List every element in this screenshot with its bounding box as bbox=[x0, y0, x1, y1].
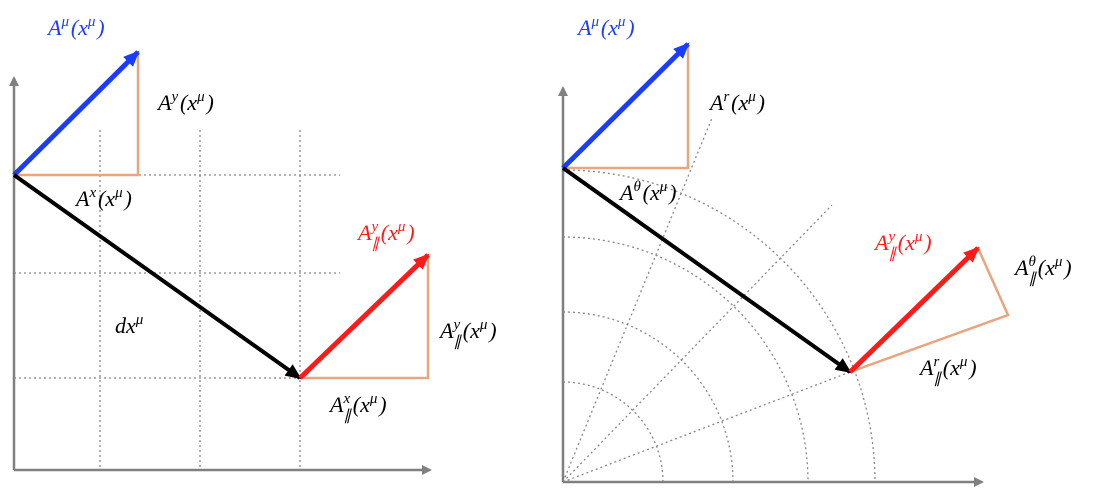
label-base: A bbox=[46, 15, 62, 40]
label-base: A bbox=[74, 186, 90, 211]
label-sup: μ bbox=[959, 354, 968, 370]
label-sup: μ bbox=[87, 14, 96, 30]
label-sup: y bbox=[169, 89, 178, 105]
label-base: (x bbox=[643, 180, 660, 205]
label-sup: μ bbox=[479, 317, 488, 333]
label-base: (x bbox=[98, 186, 115, 211]
label-sub: ∥ bbox=[1028, 271, 1037, 287]
label-sup: y bbox=[369, 219, 378, 235]
left-panel bbox=[9, 50, 432, 475]
label-base: ) bbox=[922, 230, 931, 255]
label-base: A bbox=[1013, 255, 1029, 280]
label-base: (x bbox=[601, 15, 618, 40]
label-sup: μ bbox=[114, 185, 123, 201]
label: dxμ bbox=[115, 312, 145, 338]
label-sup: θ bbox=[633, 179, 641, 195]
label-sup: r bbox=[933, 354, 939, 370]
label-base: A bbox=[576, 15, 592, 40]
label: Aθ (xμ ) bbox=[618, 179, 676, 205]
label-base: (x bbox=[180, 90, 197, 115]
label-base: A bbox=[618, 180, 634, 205]
label-base: (x bbox=[71, 15, 88, 40]
label-sup: μ bbox=[369, 391, 378, 407]
label: Ay ∥ (xμ ) bbox=[873, 229, 932, 262]
label: Ax (xμ ) bbox=[74, 185, 132, 211]
label-base: ) bbox=[625, 15, 634, 40]
label-sup: μ bbox=[135, 312, 144, 328]
label-sup: x bbox=[88, 185, 96, 201]
label-sub: ∥ bbox=[371, 236, 380, 252]
label-base: A bbox=[328, 392, 344, 417]
label: Aμ (xμ ) bbox=[46, 14, 105, 40]
label-sup: μ bbox=[397, 219, 406, 235]
label-base: ) bbox=[967, 355, 976, 380]
label-base: ) bbox=[377, 392, 386, 417]
label-base: ) bbox=[405, 220, 414, 245]
label-sup: θ bbox=[1028, 254, 1036, 270]
label-sup: μ bbox=[1054, 254, 1063, 270]
label-base: (x bbox=[463, 318, 480, 343]
label-base: A bbox=[438, 318, 454, 343]
label-base: A bbox=[708, 90, 724, 115]
right-panel bbox=[558, 42, 1010, 487]
label-sup: y bbox=[451, 317, 460, 333]
label-sub: ∥ bbox=[453, 334, 462, 350]
label-sup: y bbox=[886, 229, 895, 245]
label-sup: μ bbox=[60, 14, 69, 30]
label-sup: μ bbox=[659, 179, 668, 195]
label-sub: ∥ bbox=[343, 408, 352, 424]
label-sup: μ bbox=[590, 14, 599, 30]
label-sub: ∥ bbox=[933, 371, 942, 387]
label: Ay ∥ (xμ ) bbox=[356, 219, 415, 252]
label-sup: r bbox=[723, 89, 729, 105]
label-sup: μ bbox=[617, 14, 626, 30]
label-base: ) bbox=[487, 318, 496, 343]
labels: Aμ (xμ ) Ay (xμ ) Ax (xμ ) dxμ Ay ∥ (xμ )… bbox=[46, 14, 1072, 424]
label: Ar ∥ (xμ ) bbox=[918, 354, 977, 387]
label: Ay (xμ ) bbox=[156, 89, 214, 115]
label-base: ) bbox=[122, 186, 131, 211]
spacer bbox=[143, 313, 145, 338]
label-sup: x bbox=[342, 391, 350, 407]
label-sup: μ bbox=[196, 89, 205, 105]
label-base: (x bbox=[1038, 255, 1055, 280]
label-base: dx bbox=[115, 313, 136, 338]
label: Ax ∥ (xμ ) bbox=[328, 391, 387, 424]
label-base: (x bbox=[943, 355, 960, 380]
label-base: ) bbox=[1062, 255, 1071, 280]
label-base: A bbox=[918, 355, 934, 380]
label-base: A bbox=[356, 220, 372, 245]
label-base: ) bbox=[667, 180, 676, 205]
label: Ay ∥ (xμ ) bbox=[438, 317, 497, 350]
label: Aθ ∥ (xμ ) bbox=[1013, 254, 1072, 287]
label-base: (x bbox=[381, 220, 398, 245]
label: Ar (xμ ) bbox=[708, 89, 765, 115]
label-sup: μ bbox=[914, 229, 923, 245]
label-base: (x bbox=[898, 230, 915, 255]
label-base: ) bbox=[204, 90, 213, 115]
label-base: A bbox=[156, 90, 172, 115]
label-base: ) bbox=[756, 90, 765, 115]
label-base: (x bbox=[731, 90, 748, 115]
label-base: A bbox=[873, 230, 889, 255]
label: Aμ (xμ ) bbox=[576, 14, 635, 40]
label-sup: μ bbox=[747, 89, 756, 105]
label-sub: ∥ bbox=[888, 246, 897, 262]
label-base: (x bbox=[353, 392, 370, 417]
label-base: ) bbox=[95, 15, 104, 40]
